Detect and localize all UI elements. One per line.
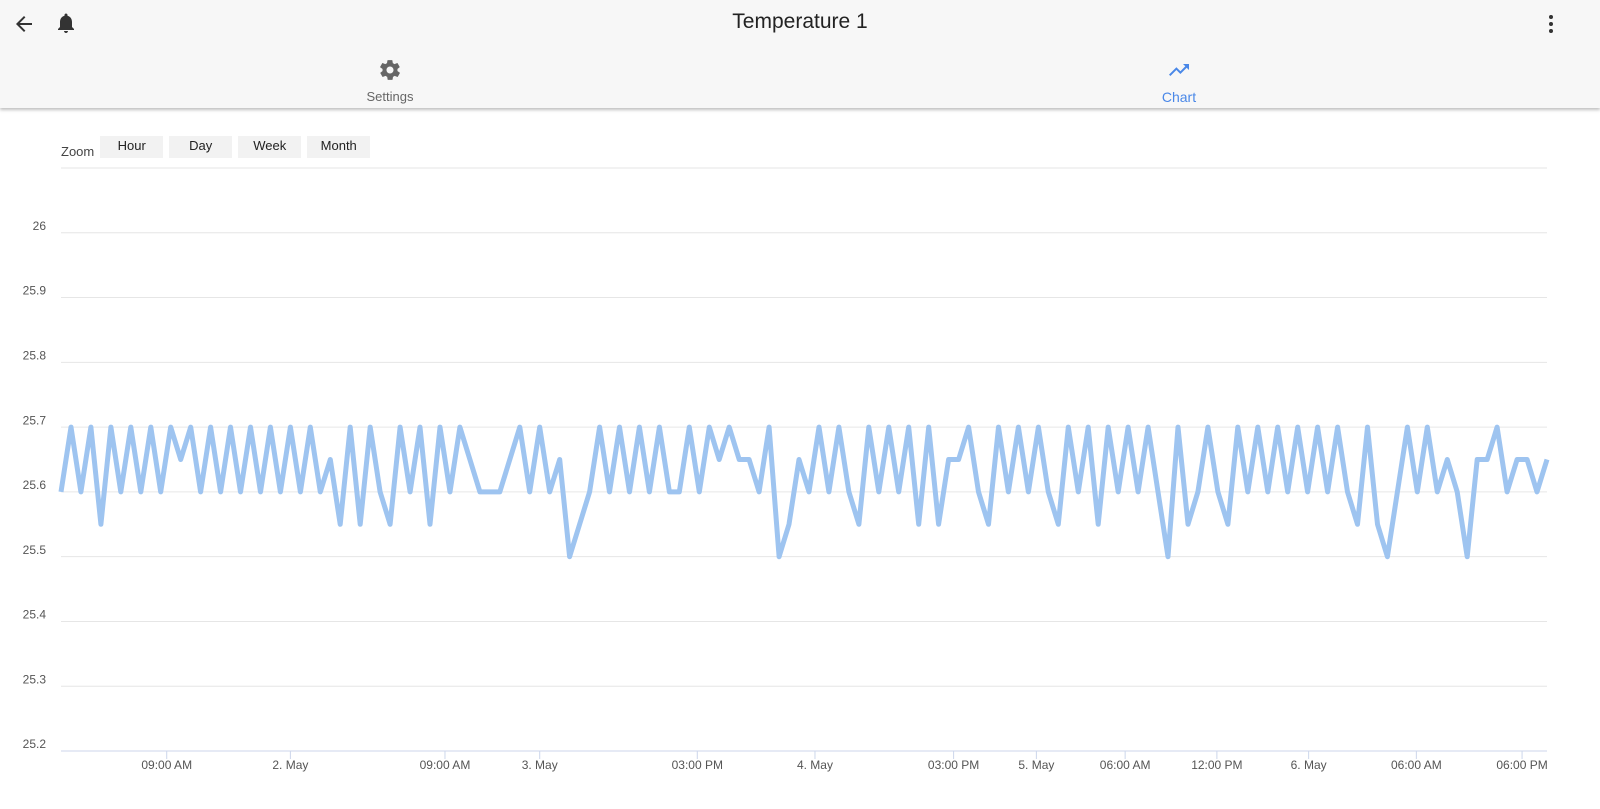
y-tick-label: 25.4 — [23, 608, 47, 622]
menu-button[interactable] — [1539, 12, 1563, 36]
app-bar: Temperature 1 Settings Chart — [0, 0, 1600, 108]
x-tick-label: 3. May — [522, 758, 558, 772]
page-title: Temperature 1 — [732, 10, 868, 33]
y-tick-label: 25.9 — [23, 284, 47, 298]
data-line — [58, 424, 1550, 560]
x-tick-label: 03:00 PM — [672, 758, 723, 772]
x-tick-label: 2. May — [272, 758, 308, 772]
x-tick-label: 09:00 AM — [141, 758, 192, 772]
x-tick-label: 5. May — [1018, 758, 1054, 772]
x-tick-label: 06:00 AM — [1100, 758, 1151, 772]
zoom-button[interactable]: Hour — [100, 135, 164, 158]
x-tick-label: 12:00 PM — [1191, 758, 1242, 772]
chart-tab[interactable]: Chart — [1079, 58, 1279, 105]
back-button[interactable] — [12, 12, 36, 36]
y-tick-label: 25.5 — [23, 543, 47, 557]
zoom-bar: Zoom Hour Day Week Month — [61, 134, 371, 159]
notifications-button[interactable] — [54, 11, 78, 35]
settings-icon — [380, 60, 400, 80]
tab-label: Chart — [1161, 89, 1197, 105]
zoom-button[interactable]: Week — [238, 135, 302, 158]
y-tick-label: 26 — [33, 219, 47, 233]
y-tick-label: 25.8 — [23, 349, 47, 363]
y-tick-label: 25.2 — [23, 737, 47, 751]
y-tick-label: 25.6 — [23, 478, 47, 492]
x-tick-label: 6. May — [1291, 758, 1327, 772]
tab-label: Settings — [366, 89, 414, 104]
settings-tab[interactable]: Settings — [290, 58, 490, 104]
x-tick-label: 03:00 PM — [928, 758, 979, 772]
zoom-label: Zoom — [61, 144, 95, 159]
y-tick-label: 25.3 — [23, 672, 47, 686]
x-tick-label: 06:00 AM — [1391, 758, 1442, 772]
x-tick-label: 4. May — [797, 758, 833, 772]
chart-icon — [1169, 64, 1189, 76]
zoom-button[interactable]: Month — [307, 135, 371, 158]
y-tick-label: 25.7 — [23, 413, 47, 427]
zoom-button[interactable]: Day — [169, 135, 233, 158]
x-tick-label: 06:00 PM — [1496, 758, 1547, 772]
x-tick-label: 09:00 AM — [420, 758, 471, 772]
